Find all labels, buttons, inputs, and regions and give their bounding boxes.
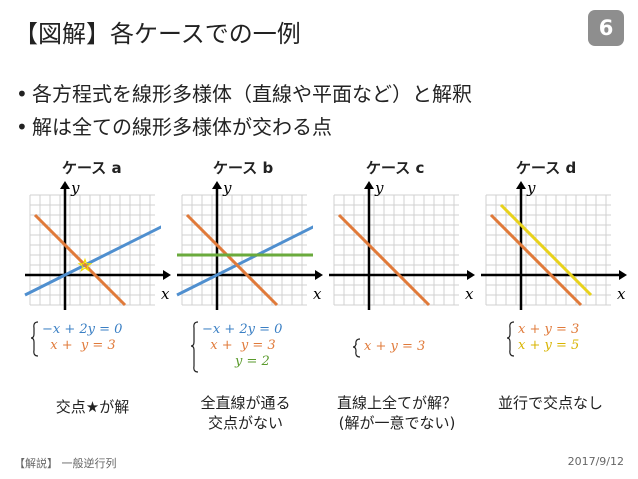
case-c-plot: xy bbox=[329, 179, 475, 310]
slide-title: 【図解】各ケースでの一例 bbox=[14, 20, 301, 48]
series-line-1 bbox=[33, 213, 127, 307]
case-b-plot: xy bbox=[176, 179, 323, 310]
y-axis-arrow bbox=[516, 181, 526, 189]
case-a-label: ケース a bbox=[62, 159, 122, 177]
page-number-badge: 6 bbox=[588, 10, 624, 46]
series-line-0 bbox=[489, 213, 583, 307]
footer-date: 2017/9/12 bbox=[567, 455, 624, 468]
caption-line-0: 全直線が通る bbox=[200, 394, 291, 412]
y-axis-label: y bbox=[222, 179, 232, 197]
equation-0: x + y = 3 bbox=[364, 339, 426, 354]
x-axis-arrow bbox=[467, 270, 475, 280]
equation-2: y = 2 bbox=[202, 354, 270, 369]
case-b-caption: 全直線が通る 交点がない bbox=[178, 393, 313, 433]
x-axis-label: x bbox=[313, 285, 322, 303]
solution-star-icon: ☆ bbox=[77, 256, 92, 276]
lines-group bbox=[176, 213, 313, 307]
caption-line-0: 並行で交点なし bbox=[497, 394, 603, 412]
case-d-label: ケース d bbox=[516, 159, 577, 177]
equation-0: −x + 2y = 0 bbox=[42, 322, 123, 337]
y-axis-label: y bbox=[526, 179, 536, 197]
lines-group bbox=[489, 203, 593, 307]
equation-1: x + y = 5 bbox=[518, 338, 580, 353]
case-c-caption: 直線上全てが解？ (解が一意でない) bbox=[318, 393, 476, 433]
series-line-1 bbox=[185, 213, 279, 307]
bullet-1-text: 各方程式を線形多様体（直線や平面など）と解釈 bbox=[32, 82, 472, 106]
brace-icon bbox=[506, 321, 515, 357]
case-d-caption: 並行で交点なし bbox=[478, 393, 623, 413]
series-line-0 bbox=[24, 225, 161, 297]
series-line-0 bbox=[337, 213, 431, 307]
case-a-plot: x y ☆ bbox=[24, 179, 171, 310]
series-line-1 bbox=[499, 203, 593, 297]
x-axis-label: x bbox=[161, 285, 170, 303]
x-axis-arrow bbox=[163, 270, 171, 280]
caption-line-1: 交点がない bbox=[207, 414, 283, 432]
brace-icon bbox=[352, 338, 361, 358]
x-axis-label: x bbox=[465, 285, 474, 303]
y-axis-arrow bbox=[60, 181, 70, 189]
lines-group bbox=[337, 213, 431, 307]
y-axis-label: y bbox=[374, 179, 384, 197]
case-b-label: ケース b bbox=[213, 159, 274, 177]
caption-line-1: (解が一意でない) bbox=[338, 414, 456, 432]
bullet-2: • 解は全ての線形多様体が交わる点 bbox=[16, 115, 332, 139]
y-axis-arrow bbox=[212, 181, 222, 189]
equation-0: −x + 2y = 0 bbox=[202, 322, 283, 337]
case-a-caption: 交点★が解 bbox=[30, 397, 155, 417]
brace-icon bbox=[190, 321, 199, 373]
x-axis-arrow bbox=[619, 270, 627, 280]
y-axis-label: y bbox=[70, 179, 80, 197]
bullet-1: • 各方程式を線形多様体（直線や平面など）と解釈 bbox=[16, 82, 472, 106]
brace-icon bbox=[30, 321, 39, 357]
bullet-2-text: 解は全ての線形多様体が交わる点 bbox=[32, 115, 332, 139]
case-c-label: ケース c bbox=[366, 159, 425, 177]
equation-1: x + y = 3 bbox=[202, 338, 276, 353]
caption-line-0: 直線上全てが解？ bbox=[336, 394, 457, 412]
y-axis-arrow bbox=[364, 181, 374, 189]
lines-group bbox=[24, 213, 161, 307]
footer-left: 【解説】 一般逆行列 bbox=[14, 457, 117, 470]
x-axis-label: x bbox=[617, 285, 626, 303]
equation-1: x + y = 3 bbox=[42, 338, 116, 353]
x-axis-arrow bbox=[315, 270, 323, 280]
series-line-0 bbox=[176, 225, 313, 297]
case-d-plot: xy bbox=[481, 179, 627, 310]
caption-line-0: 交点★が解 bbox=[55, 398, 130, 416]
equation-0: x + y = 3 bbox=[518, 322, 580, 337]
